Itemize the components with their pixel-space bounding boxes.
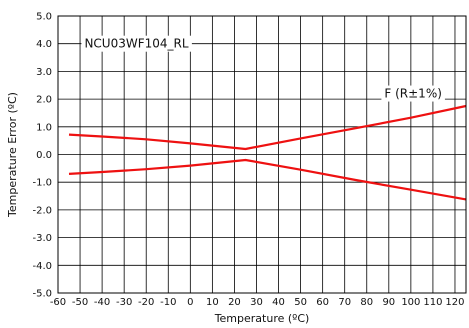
annotations: NCU03WF104_RL F (R±1%)	[81, 35, 445, 102]
y-tick-label: -1.0	[32, 178, 52, 189]
grid	[57, 15, 466, 294]
x-tick-label: 50	[294, 297, 307, 308]
x-tick-label: -40	[94, 297, 110, 308]
upper-error-curve	[68, 104, 467, 151]
y-tick-label: 1.0	[36, 122, 52, 133]
x-tick-label: 0	[187, 297, 193, 308]
x-tick-label: 100	[401, 297, 420, 308]
x-tick-label: 40	[272, 297, 285, 308]
x-tick-label: 20	[228, 297, 241, 308]
x-tick-label: 90	[382, 297, 395, 308]
y-tick-label: 0.0	[36, 150, 52, 161]
y-tick-label: -4.0	[32, 261, 52, 272]
x-tick-label: -10	[160, 297, 176, 308]
y-tick-label: 5.0	[36, 12, 52, 23]
curves	[68, 104, 467, 201]
x-tick-label: -20	[138, 297, 154, 308]
plot-frame	[57, 15, 467, 294]
x-tick-label: -30	[116, 297, 132, 308]
x-tick-label: 110	[423, 297, 442, 308]
x-tick-labels: -60 -50 -40 -30 -20 -10 0 10 20 30 40 50 60 70 80 90 100…	[50, 297, 465, 308]
x-tick-label: -60	[50, 297, 66, 308]
annotation-background	[81, 35, 192, 52]
y-tick-labels: 5.0 4.0 3.0 2.0 1.0 0.0 -1.0 -2.0 -3.0 -4.0 -5.0	[32, 12, 52, 300]
y-axis-title: Temperature Error (ºC)	[6, 92, 19, 218]
y-tick-label: -3.0	[32, 233, 52, 244]
y-tick-label: -5.0	[32, 289, 52, 300]
y-tick-label: -2.0	[32, 205, 52, 216]
tolerance-label: F (R±1%)	[384, 87, 442, 101]
x-tick-label: 30	[250, 297, 263, 308]
x-tick-label: 10	[206, 297, 219, 308]
y-tick-label: 3.0	[36, 67, 52, 78]
x-tick-label: 120	[445, 297, 464, 308]
x-tick-label: -50	[72, 297, 88, 308]
y-tick-label: 2.0	[36, 95, 52, 106]
x-tick-label: 70	[338, 297, 351, 308]
y-tick-label: 4.0	[36, 39, 52, 50]
lower-error-curve	[68, 158, 467, 201]
model-label: NCU03WF104_RL	[84, 37, 188, 51]
annotation-background	[381, 85, 445, 102]
x-axis-title: Temperature (ºC)	[214, 312, 310, 325]
x-tick-label: 80	[360, 297, 373, 308]
x-tick-label: 60	[316, 297, 329, 308]
